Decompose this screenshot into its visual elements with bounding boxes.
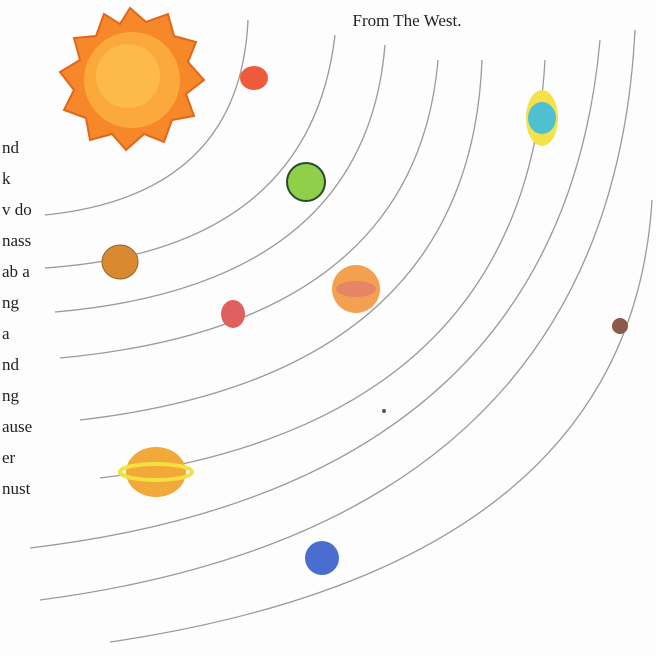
planet-band [336,281,376,297]
side-text-line: ng [2,293,20,312]
planet [221,300,245,328]
caption: From The West. [353,11,462,30]
planet [305,541,339,575]
planet [287,163,325,201]
side-text-line: nd [2,355,20,374]
planet [612,318,628,334]
side-text-line: ab a [2,262,30,281]
side-text-line: ause [2,417,32,436]
dot [382,409,386,413]
planet-core [528,102,556,134]
side-text-line: nust [2,479,31,498]
side-text-line: k [2,169,11,188]
side-text-line: ng [2,386,20,405]
side-text-line: nass [2,231,31,250]
side-text-line: a [2,324,10,343]
planet [126,447,186,497]
side-text-line: er [2,448,16,467]
side-text-line: nd [2,138,20,157]
drawing: From The West. nd k v do nass ab a ng a nd ng aus… [0,0,656,656]
side-text-line: v do [2,200,32,219]
planet [240,66,268,90]
planet [102,245,138,279]
